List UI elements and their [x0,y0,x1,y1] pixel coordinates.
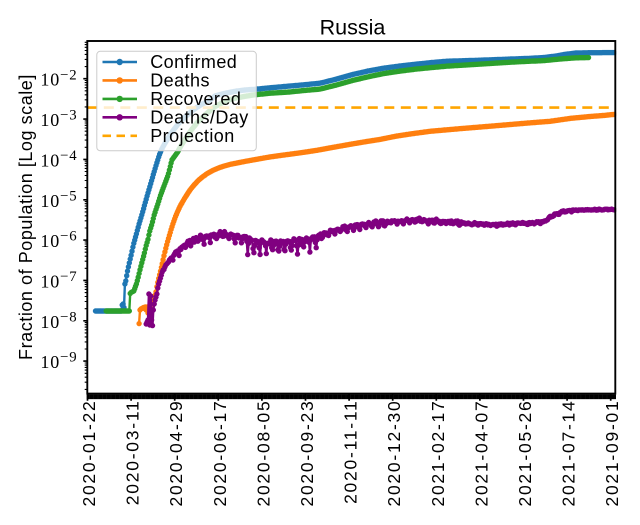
svg-text:10−8: 10−8 [40,309,77,331]
svg-text:2020-09-23: 2020-09-23 [297,400,317,507]
svg-text:2020-03-11: 2020-03-11 [123,400,143,506]
svg-text:2020-11-11: 2020-11-11 [341,400,361,504]
svg-text:2021-02-17: 2021-02-17 [428,400,448,507]
svg-text:Confirmed: Confirmed [150,52,237,72]
svg-text:2021-07-14: 2021-07-14 [559,400,579,507]
svg-text:2020-04-29: 2020-04-29 [166,400,186,507]
svg-text:2021-09-01: 2021-09-01 [602,400,622,507]
svg-text:2020-01-22: 2020-01-22 [79,400,99,507]
svg-text:Russia: Russia [320,16,386,40]
svg-text:Deaths/Day: Deaths/Day [150,107,249,127]
svg-text:2020-08-05: 2020-08-05 [253,400,273,507]
svg-text:Projection: Projection [150,126,235,146]
svg-text:2021-05-26: 2021-05-26 [515,400,535,507]
svg-text:2020-12-30: 2020-12-30 [384,400,404,507]
svg-text:Recovered: Recovered [150,89,241,109]
svg-text:2020-06-17: 2020-06-17 [210,400,230,507]
svg-text:2021-04-07: 2021-04-07 [471,400,491,507]
svg-text:Fraction of Population [Log sc: Fraction of Population [Log scale] [16,74,36,360]
svg-text:Deaths: Deaths [150,71,210,91]
